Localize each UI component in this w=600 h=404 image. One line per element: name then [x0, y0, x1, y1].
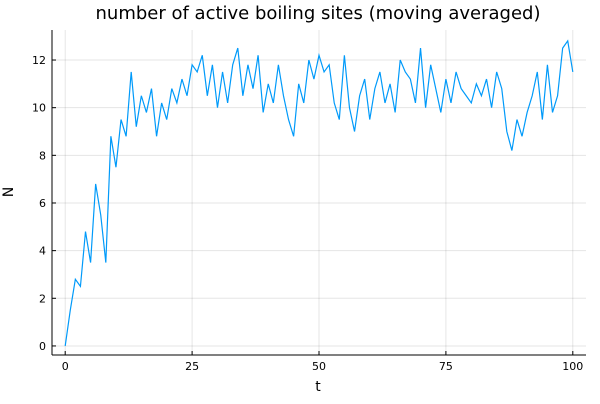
- x-tick-label: 50: [312, 360, 326, 373]
- y-tick-label: 2: [39, 292, 46, 305]
- y-tick-label: 4: [39, 245, 46, 258]
- data-line: [64, 39, 574, 347]
- y-tick-label: 8: [39, 149, 46, 162]
- y-axis-label: N: [1, 187, 17, 197]
- x-tick-label: 0: [62, 360, 69, 373]
- chart-title: number of active boiling sites (moving a…: [96, 3, 541, 24]
- x-tick-label: 25: [185, 360, 199, 373]
- x-axis-label: t: [315, 379, 321, 395]
- y-tick-label: 10: [32, 102, 46, 115]
- x-tick-label: 75: [439, 360, 453, 373]
- y-tick-label: 12: [32, 54, 46, 67]
- y-tick-label: 0: [39, 340, 46, 353]
- x-tick-label: 100: [562, 360, 583, 373]
- y-tick-label: 6: [39, 197, 46, 210]
